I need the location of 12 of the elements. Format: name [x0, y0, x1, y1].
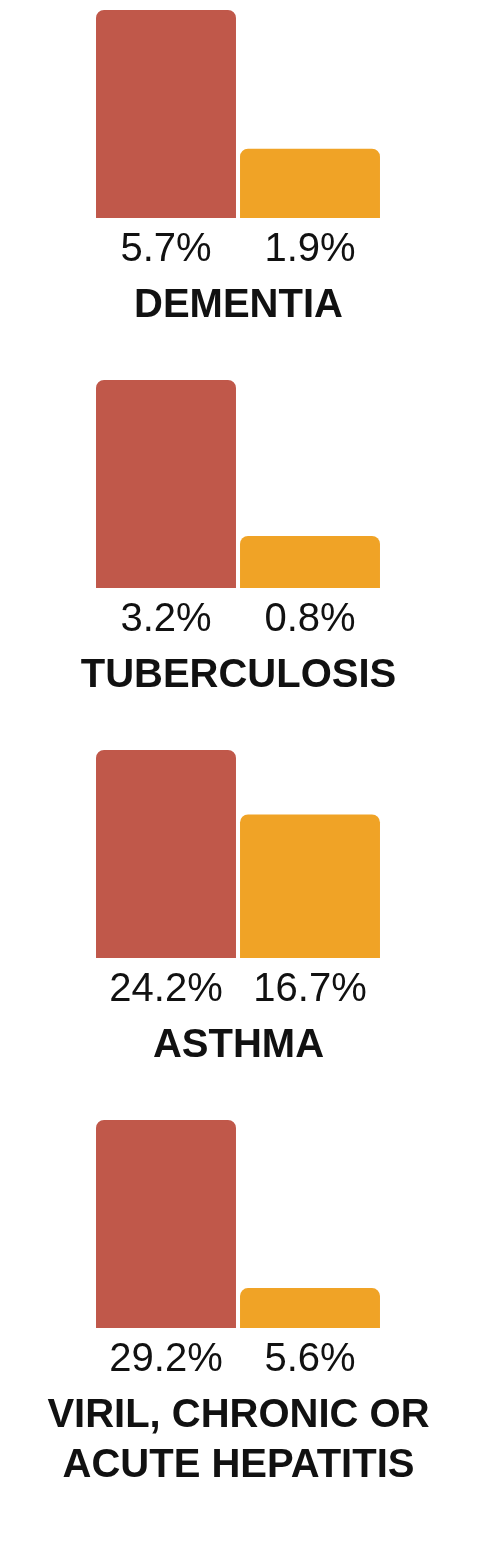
data-label: 3.2%: [120, 595, 212, 640]
text: TUBERCULOSIS: [79, 650, 398, 697]
data-label: 5.7%: [120, 225, 212, 270]
text: VIRIL, CHRONIC OR ACUTE HEPATITIS: [46, 1390, 431, 1487]
data-label: 0.8%: [264, 595, 356, 640]
data-label: 16.7%: [253, 965, 367, 1010]
data-label: 24.2%: [109, 965, 223, 1010]
data-label: 29.2%: [109, 1335, 223, 1380]
text: ASTHMA: [151, 1020, 326, 1067]
data-label: 5.6%: [264, 1335, 356, 1380]
data-label: 1.9%: [264, 225, 356, 270]
text: DEMENTIA: [133, 280, 344, 327]
